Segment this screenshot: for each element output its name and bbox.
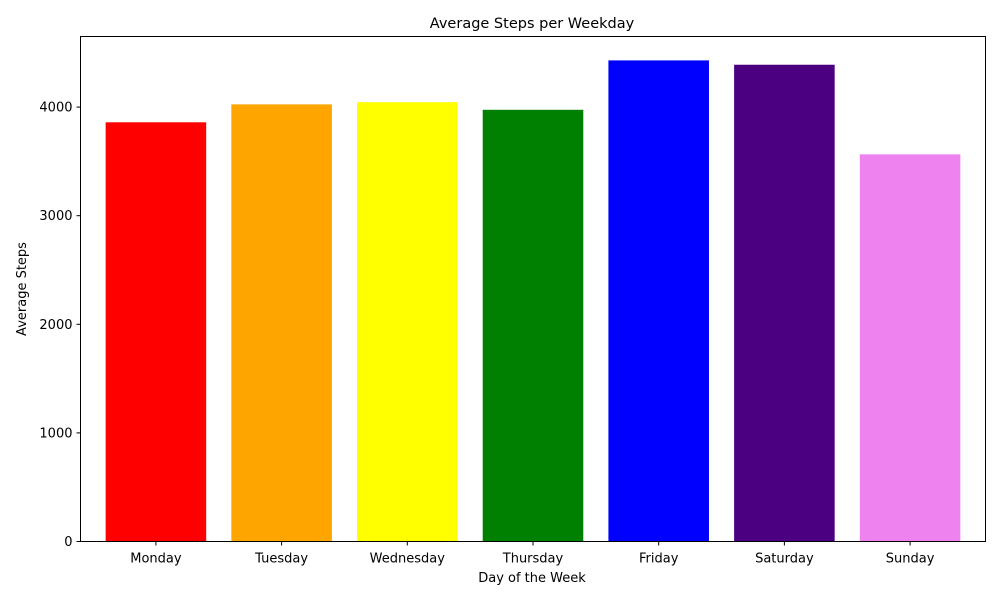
bar-friday [608, 60, 709, 542]
x-tick-label: Friday [639, 552, 679, 567]
x-tick-label: Thursday [502, 552, 564, 567]
plot-frame [80, 36, 986, 542]
x-axis-ticks: Monday Tuesday Wednesday Thursday Friday Satu… [130, 541, 935, 567]
bar-sunday [859, 154, 961, 542]
y-axis-label: Average Steps [15, 242, 30, 336]
bar-thursday [482, 109, 584, 542]
bar-saturday [734, 64, 835, 542]
y-tick-label: 1000 [39, 426, 72, 441]
y-tick-label: 2000 [39, 318, 72, 333]
y-tick-label: 0 [64, 535, 72, 550]
y-tick-label: 4000 [39, 101, 72, 116]
chart-title: Average Steps per Weekday [430, 16, 635, 32]
y-tick-label: 3000 [39, 209, 72, 224]
y-axis-ticks: 0 1000 2000 3000 4000 [39, 101, 81, 550]
x-tick-label: Wednesday [370, 552, 446, 567]
x-tick-label: Saturday [755, 552, 814, 567]
x-tick-label: Tuesday [254, 552, 308, 567]
bar-monday [105, 122, 207, 542]
bars-group [105, 60, 961, 542]
x-tick-label: Sunday [886, 552, 935, 567]
x-axis-label: Day of the Week [478, 571, 586, 586]
bar-tuesday [231, 104, 332, 542]
x-tick-label: Monday [130, 552, 182, 567]
bar-wednesday [357, 102, 458, 542]
